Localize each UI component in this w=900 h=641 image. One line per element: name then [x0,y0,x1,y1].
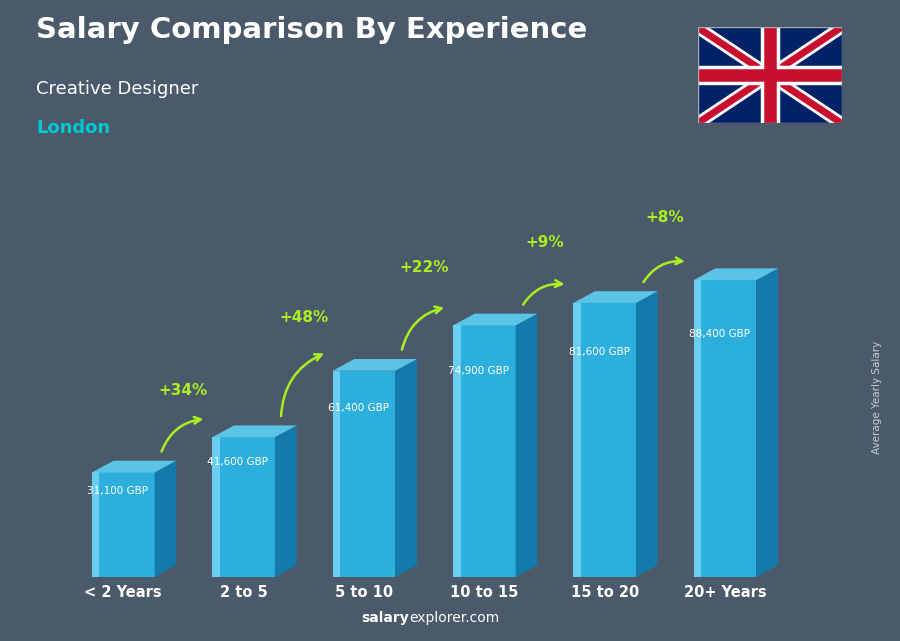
Text: explorer.com: explorer.com [410,611,500,625]
Polygon shape [516,313,537,577]
Text: +22%: +22% [400,260,449,275]
Text: Salary Comparison By Experience: Salary Comparison By Experience [36,16,587,44]
Polygon shape [756,269,778,577]
Polygon shape [155,461,176,577]
Text: 31,100 GBP: 31,100 GBP [87,487,148,496]
Bar [453,326,461,577]
Text: +48%: +48% [279,310,328,325]
Text: +8%: +8% [645,210,684,225]
Text: +9%: +9% [526,235,563,251]
Bar [212,437,220,577]
Bar [333,370,340,577]
Text: Creative Designer: Creative Designer [36,80,198,98]
Bar [694,280,756,577]
Bar [453,326,516,577]
Bar [92,472,100,577]
Polygon shape [274,426,297,577]
Text: 41,600 GBP: 41,600 GBP [208,458,268,467]
Bar [694,280,701,577]
Bar [212,437,274,577]
Text: salary: salary [362,611,410,625]
Bar [333,370,395,577]
Text: London: London [36,119,110,137]
Polygon shape [453,313,537,326]
Bar [573,303,580,577]
Text: Average Yearly Salary: Average Yearly Salary [872,341,883,454]
Text: 61,400 GBP: 61,400 GBP [328,403,389,413]
Polygon shape [212,426,297,437]
Text: 88,400 GBP: 88,400 GBP [689,329,750,338]
Polygon shape [333,359,417,370]
Text: 74,900 GBP: 74,900 GBP [448,365,509,376]
Text: 81,600 GBP: 81,600 GBP [569,347,630,357]
Bar [573,303,636,577]
Polygon shape [573,291,658,303]
Bar [92,472,155,577]
Polygon shape [694,269,778,280]
Polygon shape [636,291,658,577]
Polygon shape [395,359,417,577]
Text: +34%: +34% [158,383,208,398]
Polygon shape [92,461,176,472]
